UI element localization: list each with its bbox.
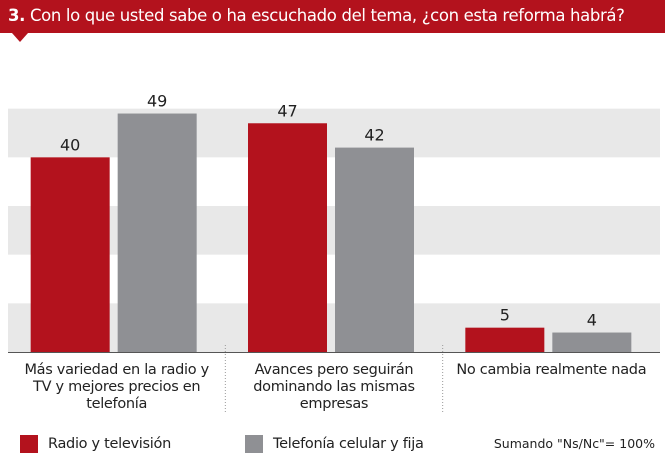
bar [335,147,414,352]
bar [117,113,197,353]
question-header: 3. Con lo que usted sabe o ha escuchado … [0,0,665,33]
category-label: Avances pero seguirán dominando las misma… [253,362,415,412]
data-label: 4 [587,311,597,330]
grid-band [8,303,660,352]
bar-chart: 40 49 47 42 5 4 [8,92,660,412]
sum-note: Sumando "Ns/Nc"= 100% [493,436,655,451]
legend-swatch-telefonia [245,435,263,453]
question-text: Con lo que usted sabe o ha escuchado del… [29,6,625,25]
bar [465,327,545,352]
question-number: 3. [8,6,26,25]
data-label: 49 [147,92,167,111]
legend: Radio y televisión Telefonía celular y f… [0,430,665,460]
bar [248,123,327,353]
category-label: No cambia realmente nada [456,362,647,378]
grid-band [8,108,660,158]
category-label: Más variedad en la radio y TV y mejores p… [24,362,209,412]
header-notch [12,33,28,42]
grid-band [8,206,660,255]
bar [30,157,110,352]
data-label: 5 [500,306,510,325]
legend-label-radio-tv: Radio y televisión [48,436,171,452]
data-label: 47 [277,101,297,120]
bar [552,332,632,352]
legend-label-telefonia: Telefonía celular y fija [273,436,424,452]
data-label: 42 [364,126,384,145]
question-title: 3. Con lo que usted sabe o ha escuchado … [8,6,625,26]
legend-swatch-radio-tv [20,435,38,453]
data-label: 40 [60,135,80,154]
